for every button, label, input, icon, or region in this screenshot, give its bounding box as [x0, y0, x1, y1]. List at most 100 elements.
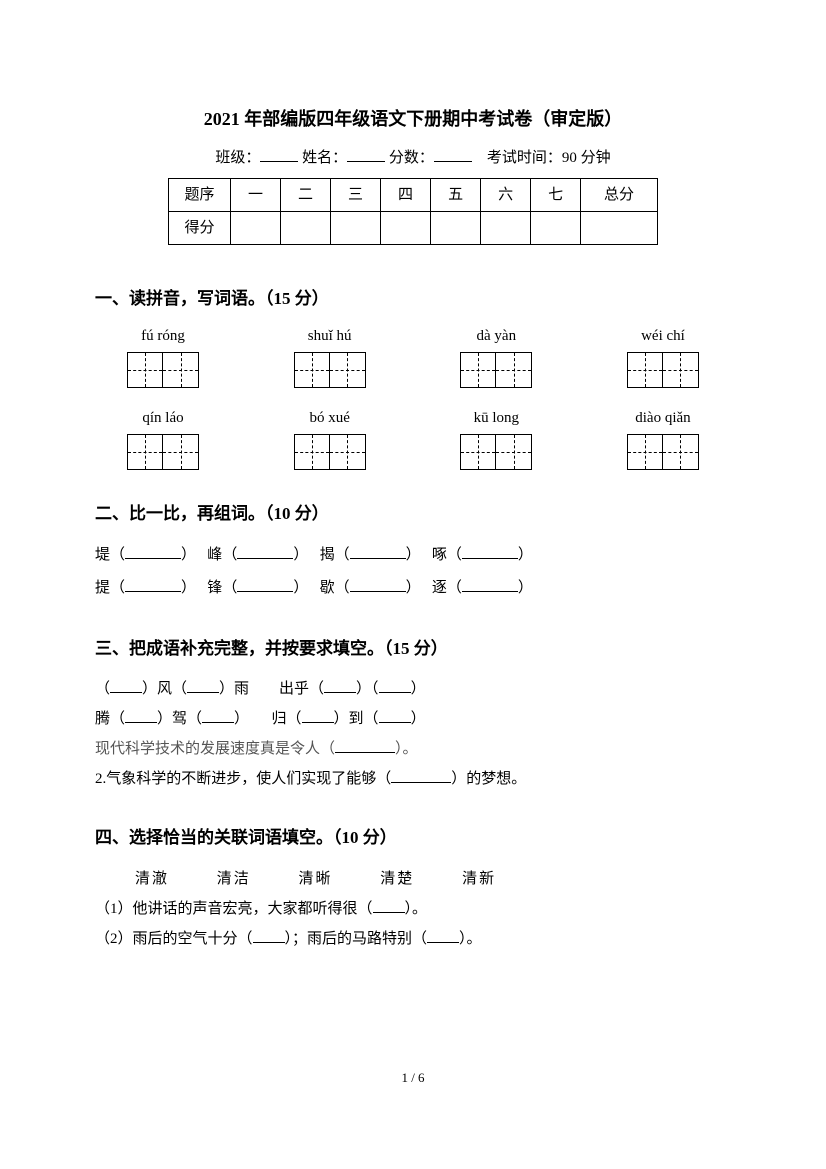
char-box-row-2: [95, 434, 731, 470]
text: ）。: [395, 741, 418, 757]
char-box[interactable]: [460, 352, 496, 388]
text: 现代科学技术的发展速度真是令人（: [95, 741, 335, 757]
word: 清楚: [380, 871, 414, 887]
char-box[interactable]: [663, 352, 699, 388]
char-box-row-1: [95, 352, 731, 388]
char-box[interactable]: [294, 434, 330, 470]
idiom-line-3: 现代科学技术的发展速度真是令人（ ）。: [95, 734, 731, 764]
table-row: 题序 一 二 三 四 五 六 七 总分: [169, 178, 658, 211]
blank[interactable]: [462, 544, 518, 559]
blank[interactable]: [462, 577, 518, 592]
score-cell[interactable]: [231, 211, 281, 244]
name-label: 姓名：: [302, 150, 347, 166]
text: ）。: [459, 931, 482, 947]
th-5: 五: [431, 178, 481, 211]
th-total: 总分: [581, 178, 658, 211]
text: 2.气象科学的不断进步，使人们实现了能够（: [95, 771, 391, 787]
blank[interactable]: [253, 928, 285, 943]
blank[interactable]: [187, 678, 219, 693]
score-cell[interactable]: [481, 211, 531, 244]
text: ）的梦想。: [451, 771, 526, 787]
char-box[interactable]: [163, 434, 199, 470]
char-box-group: [103, 434, 223, 470]
char-box[interactable]: [127, 434, 163, 470]
char-box[interactable]: [294, 352, 330, 388]
conj-line-2: （2）雨后的空气十分（ ）；雨后的马路特别（ ）。: [95, 924, 731, 954]
table-row: 得分: [169, 211, 658, 244]
blank[interactable]: [324, 678, 356, 693]
pair-row-2: 提（） 锋（） 歇（） 逐（）: [95, 572, 731, 605]
char: 揭: [320, 547, 335, 563]
pinyin-row-2: qín láo bó xué kū long diào qiǎn: [95, 406, 731, 430]
blank[interactable]: [237, 577, 293, 592]
char-box[interactable]: [663, 434, 699, 470]
score-cell[interactable]: [581, 211, 658, 244]
blank[interactable]: [237, 544, 293, 559]
char-box[interactable]: [127, 352, 163, 388]
blank[interactable]: [427, 928, 459, 943]
char: 歇: [320, 580, 335, 596]
section4-title: 四、选择恰当的关联词语填空。（10 分）: [95, 824, 731, 851]
score-cell[interactable]: [381, 211, 431, 244]
score-cell[interactable]: [281, 211, 331, 244]
pinyin-label: qín láo: [103, 406, 223, 430]
conj-line-1: （1）他讲话的声音宏亮，大家都听得很（）。: [95, 894, 731, 924]
blank[interactable]: [379, 708, 411, 723]
char-box[interactable]: [627, 434, 663, 470]
text: （1）他讲话的声音宏亮，大家都听得很（: [95, 901, 373, 917]
section1-title: 一、读拼音，写词语。（15 分）: [95, 285, 731, 312]
blank[interactable]: [350, 544, 406, 559]
score-row-label: 得分: [169, 211, 231, 244]
exam-title: 2021 年部编版四年级语文下册期中考试卷（审定版）: [95, 105, 731, 134]
word-pairs: 堤（） 峰（） 揭（） 啄（） 提（） 锋（） 歇（） 逐（）: [95, 539, 731, 605]
score-cell[interactable]: [331, 211, 381, 244]
blank[interactable]: [350, 577, 406, 592]
class-label: 班级：: [215, 150, 260, 166]
pinyin-label: dà yàn: [436, 324, 556, 348]
section3-title: 三、把成语补充完整，并按要求填空。（15 分）: [95, 635, 731, 662]
blank[interactable]: [125, 708, 157, 723]
th-1: 一: [231, 178, 281, 211]
page-number: 1 / 6: [95, 1068, 731, 1089]
score-cell[interactable]: [431, 211, 481, 244]
text: ）；雨后的马路特别（: [285, 931, 428, 947]
pinyin-label: kū long: [436, 406, 556, 430]
blank[interactable]: [379, 678, 411, 693]
pinyin-label: fú róng: [103, 324, 223, 348]
blank[interactable]: [125, 577, 181, 592]
th-6: 六: [481, 178, 531, 211]
word: 清晰: [299, 871, 333, 887]
blank[interactable]: [391, 768, 451, 783]
char-box[interactable]: [496, 352, 532, 388]
class-blank[interactable]: [260, 147, 298, 162]
word: 清新: [462, 871, 496, 887]
name-blank[interactable]: [347, 147, 385, 162]
char-box-group: [603, 434, 723, 470]
score-blank[interactable]: [434, 147, 472, 162]
char-box[interactable]: [330, 434, 366, 470]
char-box-group: [436, 434, 556, 470]
blank[interactable]: [110, 678, 142, 693]
char-box[interactable]: [627, 352, 663, 388]
conj-words: 清澈 清洁 清晰 清楚 清新: [95, 864, 731, 894]
info-line: 班级： 姓名： 分数： 考试时间：90 分钟: [95, 146, 731, 170]
blank[interactable]: [302, 708, 334, 723]
char-box[interactable]: [496, 434, 532, 470]
blank[interactable]: [202, 708, 234, 723]
idiom-line-2: 腾（）驾（） 归（）到（）: [95, 704, 731, 734]
th-4: 四: [381, 178, 431, 211]
blank[interactable]: [335, 738, 395, 753]
char-box[interactable]: [163, 352, 199, 388]
char-box[interactable]: [460, 434, 496, 470]
pinyin-row-1: fú róng shuǐ hú dà yàn wéi chí: [95, 324, 731, 348]
char-box-group: [270, 352, 390, 388]
char-box-group: [270, 434, 390, 470]
pinyin-label: shuǐ hú: [270, 324, 390, 348]
blank[interactable]: [373, 898, 405, 913]
blank[interactable]: [125, 544, 181, 559]
char-box[interactable]: [330, 352, 366, 388]
exam-page: 2021 年部编版四年级语文下册期中考试卷（审定版） 班级： 姓名： 分数： 考…: [95, 105, 731, 1129]
text: （2）雨后的空气十分（: [95, 931, 253, 947]
word: 清洁: [217, 871, 251, 887]
score-cell[interactable]: [531, 211, 581, 244]
